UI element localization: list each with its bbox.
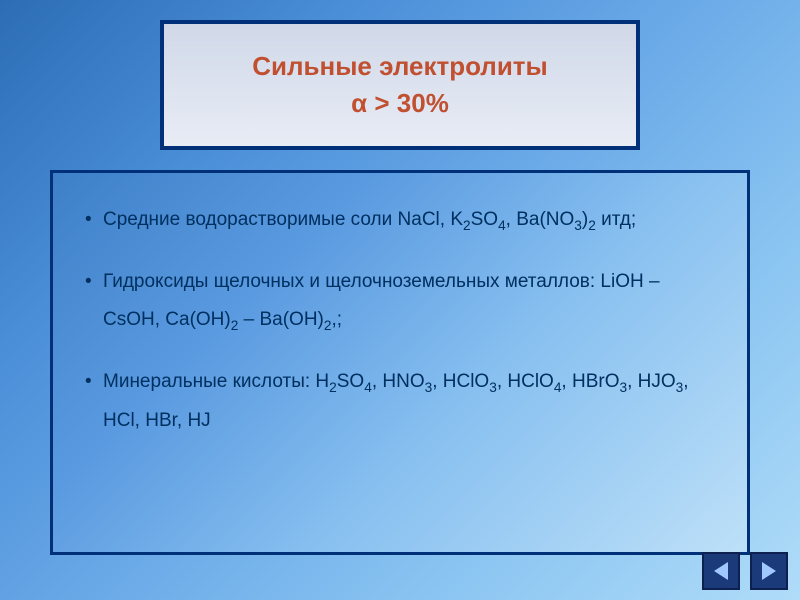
nav-back-button[interactable] bbox=[702, 552, 740, 590]
text: , HBrO bbox=[561, 371, 619, 392]
bullet-item-salts: Средние водорастворимые соли NaCl, K2SO4… bbox=[85, 201, 715, 239]
title-box: Сильные электролиты α > 30% bbox=[160, 20, 640, 150]
text: – Ba(OH) bbox=[238, 309, 324, 330]
text: SO bbox=[471, 209, 498, 230]
text: Средние водорастворимые соли NaCl, K bbox=[103, 209, 463, 230]
content-box: Средние водорастворимые соли NaCl, K2SO4… bbox=[50, 170, 750, 555]
text: , HClO bbox=[497, 371, 554, 392]
title-line2: α > 30% bbox=[351, 88, 449, 119]
subscript: 2 bbox=[588, 218, 596, 233]
bullet-item-hydroxides: Гидроксиды щелочных и щелочноземельных м… bbox=[85, 263, 715, 339]
text: итд; bbox=[596, 209, 636, 230]
bullet-item-acids: Минеральные кислоты: H2SO4, HNO3, HClO3,… bbox=[85, 363, 715, 439]
text: , HNO bbox=[372, 371, 425, 392]
subscript: 3 bbox=[619, 380, 627, 395]
text: SO bbox=[337, 371, 364, 392]
text: , HJO bbox=[627, 371, 676, 392]
subscript: 2 bbox=[329, 380, 337, 395]
text: Гидроксиды щелочных и щелочноземельных м… bbox=[103, 271, 660, 329]
subscript: 4 bbox=[364, 380, 372, 395]
title-line1: Сильные электролиты bbox=[252, 51, 548, 82]
subscript: 3 bbox=[489, 380, 497, 395]
nav-next-button[interactable] bbox=[750, 552, 788, 590]
arrow-right-icon bbox=[762, 562, 776, 580]
text: Минеральные кислоты: H bbox=[103, 371, 329, 392]
text: , HClO bbox=[432, 371, 489, 392]
subscript: 4 bbox=[498, 218, 506, 233]
arrow-left-icon bbox=[714, 562, 728, 580]
subscript: 2 bbox=[463, 218, 471, 233]
subscript: 3 bbox=[574, 218, 582, 233]
text: ,; bbox=[331, 309, 342, 330]
text: , Ba(NO bbox=[506, 209, 575, 230]
